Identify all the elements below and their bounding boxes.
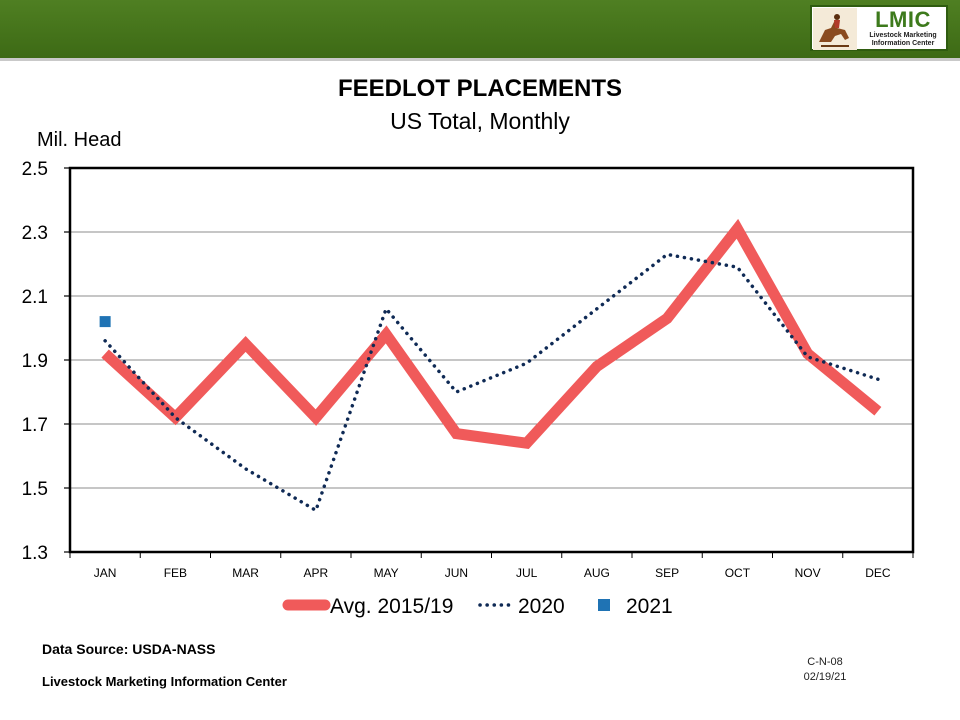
header-band [0, 0, 960, 61]
x-tick-label: SEP [655, 566, 679, 580]
data-source: Data Source: USDA-NASS [42, 641, 216, 657]
legend-2020-label: 2020 [518, 595, 565, 618]
x-tick-label: JAN [94, 566, 117, 580]
x-tick-label: FEB [164, 566, 187, 580]
chart-title: FEEDLOT PLACEMENTS [337, 75, 622, 102]
horse-rider-icon [813, 8, 857, 50]
x-tick-label: MAR [232, 566, 259, 580]
x-tick-label: JUL [516, 566, 538, 580]
x-tick-label: OCT [725, 566, 751, 580]
y-tick-label: 2.1 [22, 287, 48, 308]
legend-2021-label: 2021 [626, 595, 673, 618]
logo-subtitle-line1: Livestock Marketing [869, 32, 937, 39]
y-tick-label: 2.5 [22, 159, 48, 180]
legend-2021-swatch [598, 599, 610, 611]
series-avg-2015-19-line [101, 218, 882, 450]
lmic-logo: LMIC Livestock Marketing Information Cen… [810, 5, 948, 51]
logo-subtitle-line2: Information Center [871, 40, 935, 47]
y-axis-label: Mil. Head [37, 129, 122, 151]
y-tick-label: 1.3 [22, 543, 48, 564]
series-2021-point [99, 316, 111, 328]
x-tick-label: DEC [865, 566, 891, 580]
feedlot-placements-chart: 1.3 1.5 1.7 1.9 2.1 2.3 2.5 JAN FEB MAR APR MAY JUN J… [22, 159, 915, 618]
y-tick-label: 2.3 [22, 223, 48, 244]
organization-name: Livestock Marketing Information Center [42, 674, 287, 689]
legend-avg-2015-19-label: Avg. 2015/19 [330, 595, 453, 618]
x-tick-label: APR [304, 566, 329, 580]
y-tick-label: 1.9 [22, 351, 48, 372]
logo-subtitle: Livestock Marketing Information Center [860, 32, 946, 48]
logo-title: LMIC [875, 7, 931, 32]
x-tick-label: MAY [374, 566, 399, 580]
series-2020-line [103, 252, 880, 513]
chart-subtitle: US Total, Monthly [390, 108, 570, 134]
x-tick-label: AUG [584, 566, 610, 580]
x-tick-label: NOV [795, 566, 821, 580]
chart-id: C-N-08 [807, 656, 843, 668]
y-tick-label: 1.5 [22, 479, 48, 500]
chart-date: 02/19/21 [803, 671, 847, 683]
x-tick-label: JUN [445, 566, 468, 580]
y-tick-label: 1.7 [22, 415, 48, 436]
